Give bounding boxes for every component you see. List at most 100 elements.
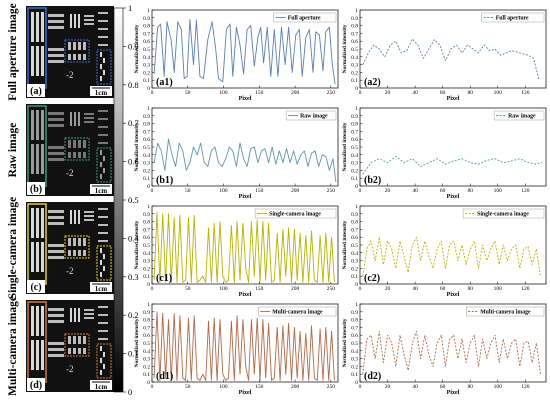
y-tick-label: 0.5 [143, 341, 150, 347]
target-bar [103, 352, 105, 357]
panel-label: (d2) [364, 371, 381, 382]
y-tick-label: 0.9 [351, 212, 358, 218]
y-tick-label: 0.8 [143, 24, 150, 30]
target-bar [48, 348, 64, 351]
target-bar [48, 158, 64, 161]
x-tick-label: 80 [467, 384, 473, 390]
highlight-box [64, 137, 90, 161]
scale-bar-label: 1cm [95, 89, 108, 97]
target-bar [98, 126, 108, 128]
highlight-box [96, 245, 112, 281]
y-tick-label: 0.6 [143, 39, 150, 45]
y-tick-label: 0.7 [351, 227, 358, 233]
target-image: -2 (d) 1cm [26, 300, 114, 392]
target-bar [31, 110, 34, 140]
target-bar [103, 266, 105, 271]
y-tick-label: 0.2 [351, 364, 358, 370]
plot-area [151, 9, 339, 89]
panel-label: (c1) [156, 273, 172, 284]
x-tick-label: 60 [440, 188, 446, 194]
scale-bar-bg [90, 86, 112, 96]
y-tick-label: 1 [355, 302, 358, 308]
target-bar [98, 240, 108, 242]
target-bar [98, 330, 108, 332]
target-bar [73, 250, 76, 256]
target-bar [41, 110, 44, 140]
target-bar [48, 244, 64, 247]
target-bar [78, 140, 81, 148]
x-tick-label: 0 [359, 384, 362, 390]
target-bar [68, 348, 71, 354]
image-letter: (c) [30, 282, 41, 293]
y-tick-label: 0.7 [143, 325, 150, 331]
row-labels: Full aperture image Raw image Single-camer… [7, 3, 19, 396]
x-tick-label: 150 [255, 188, 264, 194]
colorbar-tick-label: 0.4 [128, 233, 139, 243]
letter-label-bg [27, 280, 45, 293]
y-tick-label: 0.3 [351, 63, 358, 69]
target-bar [84, 211, 94, 213]
scale-bar-label: 1cm [95, 383, 108, 391]
target-bar [48, 210, 64, 213]
target-bar [98, 216, 108, 218]
target-bar [100, 346, 102, 351]
x-tick-label: 100 [494, 286, 503, 292]
y-tick-label: 0.7 [143, 227, 150, 233]
y-tick-label: 0.9 [143, 114, 150, 120]
y-tick-label: 0.5 [143, 145, 150, 151]
legend-label: Raw image [508, 114, 536, 120]
y-tick-label: 0.6 [351, 333, 358, 339]
y-tick-label: 0 [355, 282, 358, 288]
legend-box [481, 12, 545, 23]
x-tick-label: 200 [291, 188, 300, 194]
y-tick-label: 0.7 [143, 31, 150, 37]
target-bar [84, 15, 94, 17]
y-tick-label: 0.8 [143, 122, 150, 128]
x-axis-label: Pixel [239, 390, 252, 396]
legend-label: Single-camera image [269, 212, 321, 218]
row-label: Multi-camera image [7, 296, 19, 396]
colorbar: 1 0.9 0.8 0.7 0.6 0.5 0.4 0.3 0.2 0.1 0 [113, 3, 139, 397]
image-letter: (a) [30, 86, 42, 97]
target-bar [84, 313, 94, 315]
target-images: -2 (a) 1cm -2 (b) 1cm -2 (c) 1cm -2 (d) 1cm [26, 6, 114, 392]
target-bar [78, 250, 81, 256]
x-axis-label: Pixel [447, 390, 460, 396]
x-tick-label: 20 [385, 286, 391, 292]
series-line [362, 155, 543, 175]
target-bar [74, 308, 76, 322]
target-bar [98, 44, 108, 46]
target-bar [68, 152, 71, 158]
legend-box [285, 110, 337, 121]
y-tick-label: 0.5 [143, 47, 150, 53]
row-label: Single-camera image [7, 197, 19, 300]
y-tick-label: 0.1 [351, 78, 358, 84]
target-bar [31, 208, 34, 238]
legend-label: Raw image [300, 114, 328, 120]
y-tick-label: 0.3 [143, 357, 150, 363]
target-bar [78, 210, 80, 224]
y-tick-label: 0.1 [143, 372, 150, 378]
target-bar [48, 222, 64, 225]
target-bar [78, 14, 80, 28]
y-tick-label: 0.1 [143, 176, 150, 182]
chart-panel: 00.10.20.30.40.50.60.70.80.910 20 40 60 80 10… [342, 106, 547, 200]
legend-label: Multi-camera image [480, 310, 531, 316]
y-axis-label: Normalized intensity [342, 122, 348, 171]
target-bar [48, 342, 64, 345]
target-bar [48, 20, 64, 23]
target-image: -2 (c) 1cm [26, 202, 114, 294]
target-bar [103, 58, 105, 63]
x-tick-label: 0 [151, 90, 154, 96]
target-bar [98, 314, 108, 316]
y-tick-label: 0 [147, 380, 150, 386]
target-bar [83, 42, 86, 50]
x-tick-label: 60 [440, 286, 446, 292]
x-tick-label: 100 [219, 188, 228, 194]
target-bar [103, 364, 105, 369]
panel-label: (b2) [364, 175, 381, 186]
x-axis-label: Pixel [447, 194, 460, 200]
colorbar-tick-label: 0.7 [128, 118, 139, 128]
y-tick-label: 0.9 [143, 212, 150, 218]
scale-bar-bg [90, 380, 112, 390]
